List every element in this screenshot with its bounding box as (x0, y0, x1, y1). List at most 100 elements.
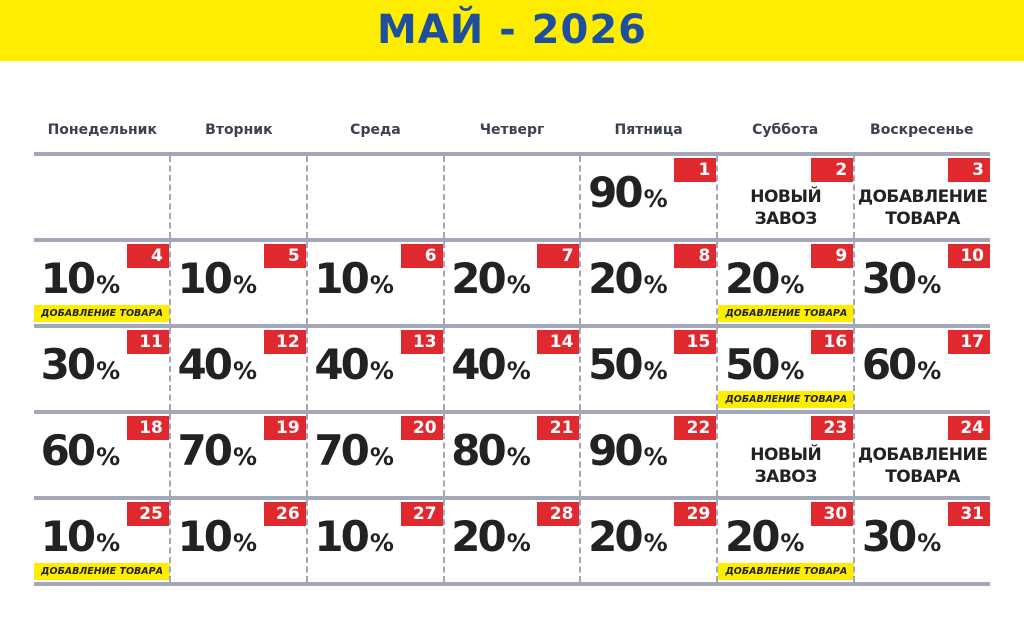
discount-number: 60 (861, 340, 917, 389)
percent-sign: % (96, 357, 121, 385)
calendar-day: 19 70% (168, 414, 306, 496)
discount-number: 40 (314, 340, 369, 389)
percent-sign: % (643, 357, 668, 385)
discount-value: 60% (36, 427, 125, 481)
discount-number: 90 (588, 426, 643, 475)
weekday-label: Четверг (479, 122, 545, 138)
discount-value: 20% (720, 255, 809, 309)
day-number-badge: 26 (263, 502, 306, 526)
weekday-label: Среда (350, 122, 401, 138)
day-number-badge: 15 (674, 330, 717, 354)
discount-value: 20% (583, 513, 672, 567)
day-number-badge: 3 (948, 158, 991, 182)
percent-sign: % (780, 271, 805, 299)
percent-sign: % (369, 357, 394, 385)
weekday-label: Понедельник (47, 122, 157, 138)
discount-value: 30% (857, 255, 946, 309)
day-number-badge: 12 (263, 330, 306, 354)
percent-sign: % (232, 443, 258, 471)
calendar-day: 26 10% (168, 500, 306, 582)
calendar-week: 1 90% 2 НОВЫЙ ЗАВОЗ 3 ДОБАВЛЕНИЕ ТОВАРА (34, 152, 991, 238)
event-line: ТОВАРА (885, 209, 960, 229)
discount-number: 20 (451, 254, 506, 303)
percent-sign: % (506, 357, 531, 385)
discount-number: 60 (40, 426, 96, 475)
day-number-badge: 25 (126, 502, 169, 526)
percent-sign: % (917, 271, 942, 299)
empty-day (305, 156, 443, 238)
discount-value: 10% (36, 513, 125, 567)
discount-value: 20% (447, 513, 536, 567)
discount-number: 80 (451, 426, 506, 475)
percent-sign: % (780, 357, 805, 385)
discount-value: 10% (310, 513, 399, 567)
day-number-badge: 27 (400, 502, 443, 526)
weekday-label: Воскресенье (870, 122, 974, 138)
percent-sign: % (643, 529, 668, 557)
event-line: ДОБАВЛЕНИЕ (857, 187, 988, 207)
calendar-day: 13 40% (305, 328, 443, 410)
discount-value: 10% (173, 255, 262, 309)
discount-value: 10% (36, 255, 125, 309)
calendar-day: 27 10% (305, 500, 443, 582)
calendar-day: 17 60% (853, 328, 991, 410)
percent-sign: % (232, 271, 258, 299)
event-text: НОВЫЙ ЗАВОЗ (718, 186, 853, 230)
discount-value: 50% (720, 341, 809, 395)
calendar-day: 24 ДОБАВЛЕНИЕ ТОВАРА (853, 414, 991, 496)
day-number-badge: 29 (674, 502, 717, 526)
percent-sign: % (96, 529, 121, 557)
percent-sign: % (369, 529, 394, 557)
calendar-day: 3 ДОБАВЛЕНИЕ ТОВАРА (853, 156, 991, 238)
discount-number: 50 (724, 340, 780, 389)
day-number-badge: 22 (674, 416, 717, 440)
header-banner: МАЙ - 2026 (0, 0, 1024, 61)
discount-value: 40% (173, 341, 262, 395)
calendar-day: 21 80% (442, 414, 580, 496)
calendar-day: 22 90% (579, 414, 717, 496)
weekday-label: Суббота (752, 122, 819, 138)
day-number-badge: 16 (811, 330, 854, 354)
percent-sign: % (917, 529, 942, 557)
discount-value: 10% (310, 255, 399, 309)
day-number-badge: 18 (126, 416, 169, 440)
weekday-label: Пятница (614, 122, 683, 138)
discount-number: 70 (314, 426, 369, 475)
calendar-day: 29 20% (579, 500, 717, 582)
day-number-badge: 2 (811, 158, 854, 182)
restock-tag: ДОБАВЛЕНИЕ ТОВАРА (718, 391, 855, 408)
empty-day (168, 156, 306, 238)
percent-sign: % (506, 443, 531, 471)
calendar-day: 28 20% (442, 500, 580, 582)
percent-sign: % (780, 529, 805, 557)
calendar-day: 5 10% (168, 242, 306, 324)
event-line: ТОВАРА (885, 467, 960, 487)
discount-number: 20 (724, 254, 780, 303)
event-line: ДОБАВЛЕНИЕ (857, 445, 988, 465)
calendar-day: 6 10% (305, 242, 443, 324)
discount-value: 20% (583, 255, 672, 309)
discount-value: 70% (310, 427, 399, 481)
percent-sign: % (643, 185, 668, 213)
weekday-label: Вторник (205, 122, 273, 138)
weekday-header: Понедельник Вторник Среда Четверг Пятница Суб… (34, 122, 990, 138)
calendar-day: 8 20% (579, 242, 717, 324)
event-text: ДОБАВЛЕНИЕ ТОВАРА (855, 444, 990, 488)
day-number-badge: 19 (263, 416, 306, 440)
page-title: МАЙ - 2026 (376, 7, 648, 53)
discount-number: 20 (588, 512, 643, 561)
percent-sign: % (506, 271, 531, 299)
percent-sign: % (643, 443, 668, 471)
discount-number: 90 (588, 168, 643, 217)
calendar-day: 18 60% (34, 414, 169, 496)
percent-sign: % (917, 357, 942, 385)
discount-number: 30 (40, 340, 96, 389)
discount-value: 30% (36, 341, 125, 395)
day-number-badge: 17 (948, 330, 991, 354)
percent-sign: % (369, 443, 394, 471)
day-number-badge: 9 (811, 244, 854, 268)
event-line: ЗАВОЗ (754, 209, 818, 229)
restock-tag: ДОБАВЛЕНИЕ ТОВАРА (718, 563, 855, 580)
discount-value: 80% (447, 427, 536, 481)
discount-value: 90% (583, 427, 672, 481)
